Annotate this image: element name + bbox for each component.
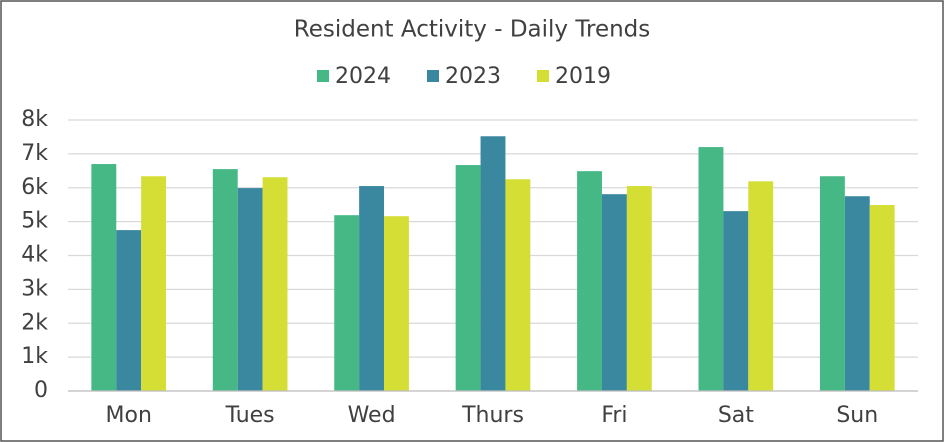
bar [141,176,167,391]
y-tick-label: 0 [34,378,48,403]
bar [455,165,481,391]
bar [384,216,409,391]
bar [334,215,360,391]
bar [212,169,238,391]
x-tick-label: Fri [601,403,627,428]
y-tick-label: 3k [21,276,48,301]
y-tick-label: 1k [21,344,48,369]
legend-label: 2023 [445,64,501,89]
bar [748,181,774,391]
bar [869,205,895,391]
y-tick-label: 4k [21,243,48,268]
bar [505,179,531,391]
y-tick-label: 6k [21,175,48,200]
y-tick-label: 2k [21,310,48,335]
bar [723,211,749,391]
bar [359,186,385,391]
x-tick-label: Mon [106,403,152,428]
bar [237,188,263,391]
legend-swatch [427,70,439,82]
bar [626,186,652,391]
x-tick-label: Thurs [461,403,524,428]
y-tick-label: 8k [21,107,48,132]
x-tick-label: Sat [718,403,754,428]
bar [91,164,117,391]
bar [577,171,602,391]
bar [819,176,845,391]
legend-swatch [317,70,329,82]
chart-title: Resident Activity - Daily Trends [294,17,651,43]
bar [844,196,870,391]
bar [480,136,506,391]
legend-label: 2024 [335,64,391,89]
legend-label: 2019 [555,64,611,89]
bar [698,147,724,391]
bar [116,230,142,391]
bar [262,177,288,391]
y-tick-label: 7k [21,141,48,166]
x-tick-label: Wed [348,403,396,428]
x-tick-label: Sun [836,403,878,428]
bar [601,194,627,391]
legend-swatch [537,70,549,82]
x-tick-label: Tues [225,403,275,428]
y-tick-label: 5k [21,209,48,234]
